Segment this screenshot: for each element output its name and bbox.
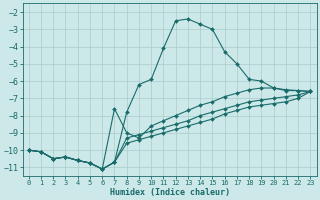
X-axis label: Humidex (Indice chaleur): Humidex (Indice chaleur) bbox=[109, 188, 229, 197]
